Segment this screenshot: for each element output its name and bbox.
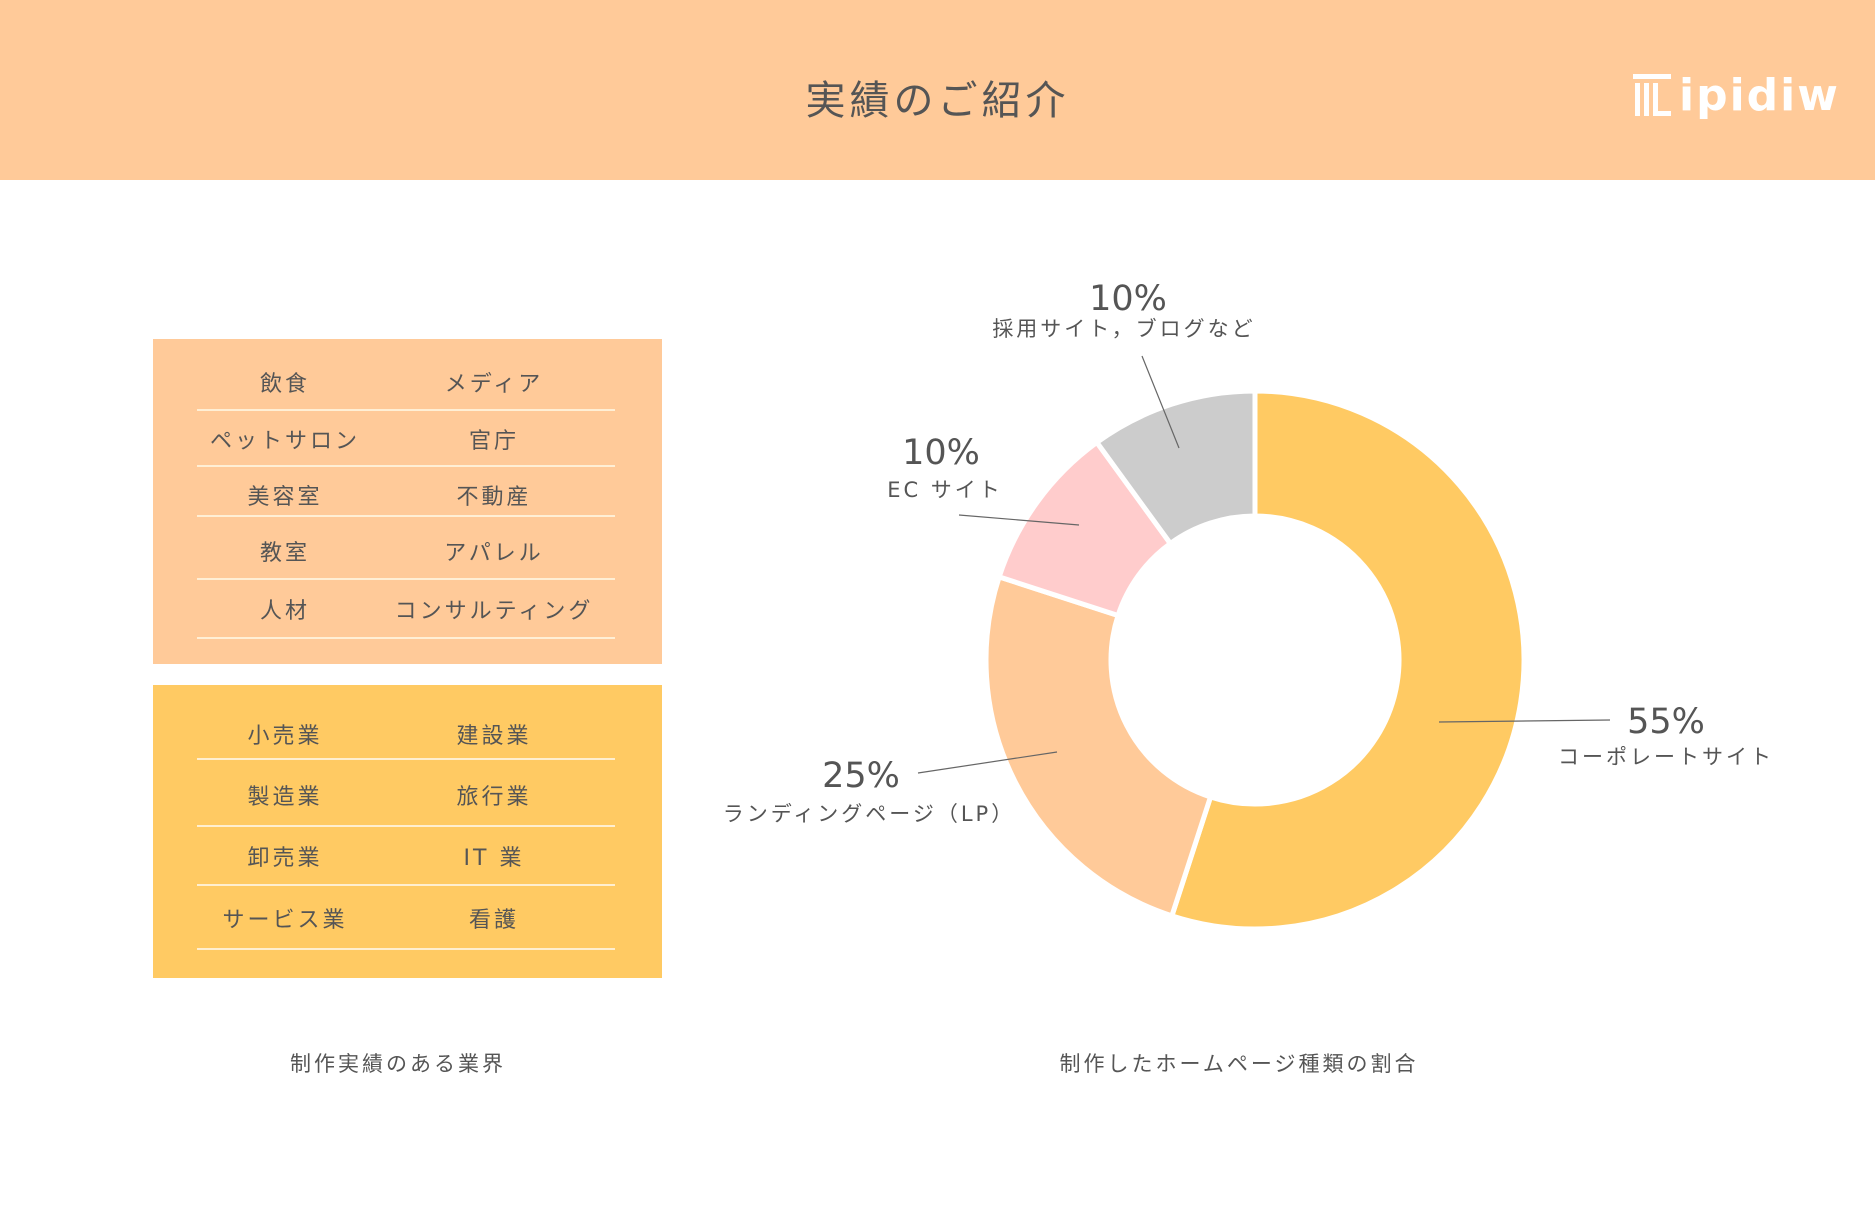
donut-slice — [983, 573, 1214, 919]
industry-item: 官庁 — [468, 429, 519, 454]
slice-percent-label: 25% — [822, 756, 900, 796]
industry-item: 飲食 — [259, 372, 310, 397]
industry-item: 卸売業 — [247, 846, 323, 871]
slice-percent-label: 55% — [1627, 702, 1705, 742]
industry-item: 不動産 — [456, 485, 532, 510]
slice-category-label: コーポレートサイト — [1558, 745, 1774, 769]
industries-caption: 制作実績のある業界 — [290, 1052, 506, 1076]
leader-line — [1438, 719, 1611, 723]
slice-category-label: EC サイト — [887, 478, 1003, 502]
industry-item: 製造業 — [247, 785, 323, 810]
header-banner — [0, 0, 1875, 180]
industry-item: ペットサロン — [209, 429, 360, 454]
row-divider — [197, 465, 615, 467]
industry-item: 美容室 — [247, 485, 323, 510]
industry-item: サービス業 — [222, 908, 348, 933]
row-divider — [197, 884, 615, 886]
industry-item: 人材 — [259, 599, 310, 624]
industry-item: 建設業 — [456, 724, 532, 749]
leader-line — [917, 751, 1058, 774]
row-divider — [197, 578, 615, 580]
industry-group-1: 飲食 メディアペットサロン 官庁美容室 不動産教室 アパレル人材 コンサルティング — [153, 339, 662, 664]
industry-item: 小売業 — [247, 724, 323, 749]
slice-percent-label: 10% — [1089, 279, 1167, 319]
industry-item: 看護 — [468, 908, 519, 933]
logo-text: ipidiw — [1679, 69, 1840, 121]
donut-slice — [1168, 388, 1527, 932]
leader-line — [958, 514, 1080, 526]
logo: ipidiw — [1633, 69, 1840, 121]
industry-item: 旅行業 — [456, 785, 532, 810]
chart-caption: 制作したホームページ種類の割合 — [1059, 1052, 1419, 1076]
industry-item: IT 業 — [463, 846, 525, 871]
row-divider — [197, 758, 615, 760]
slice-percent-label: 10% — [902, 433, 980, 473]
row-divider — [197, 409, 615, 411]
industry-item: コンサルティング — [394, 599, 594, 624]
logo-mark-icon — [1633, 74, 1671, 116]
industry-item: 教室 — [259, 541, 310, 566]
slice-category-label: ランディングページ（LP） — [723, 802, 1015, 826]
leader-line — [1141, 355, 1180, 449]
row-divider — [197, 948, 615, 950]
industry-item: メディア — [444, 372, 544, 397]
row-divider — [197, 637, 615, 639]
slice-category-label: 採用サイト，ブログなど — [992, 317, 1255, 341]
page-title: 実績のご紹介 — [805, 78, 1070, 124]
industry-group-2: 小売業 建設業製造業 旅行業卸売業 IT 業サービス業 看護 — [153, 685, 662, 978]
row-divider — [197, 825, 615, 827]
industry-item: アパレル — [444, 541, 544, 566]
row-divider — [197, 515, 615, 517]
donut-slice — [1093, 388, 1258, 547]
